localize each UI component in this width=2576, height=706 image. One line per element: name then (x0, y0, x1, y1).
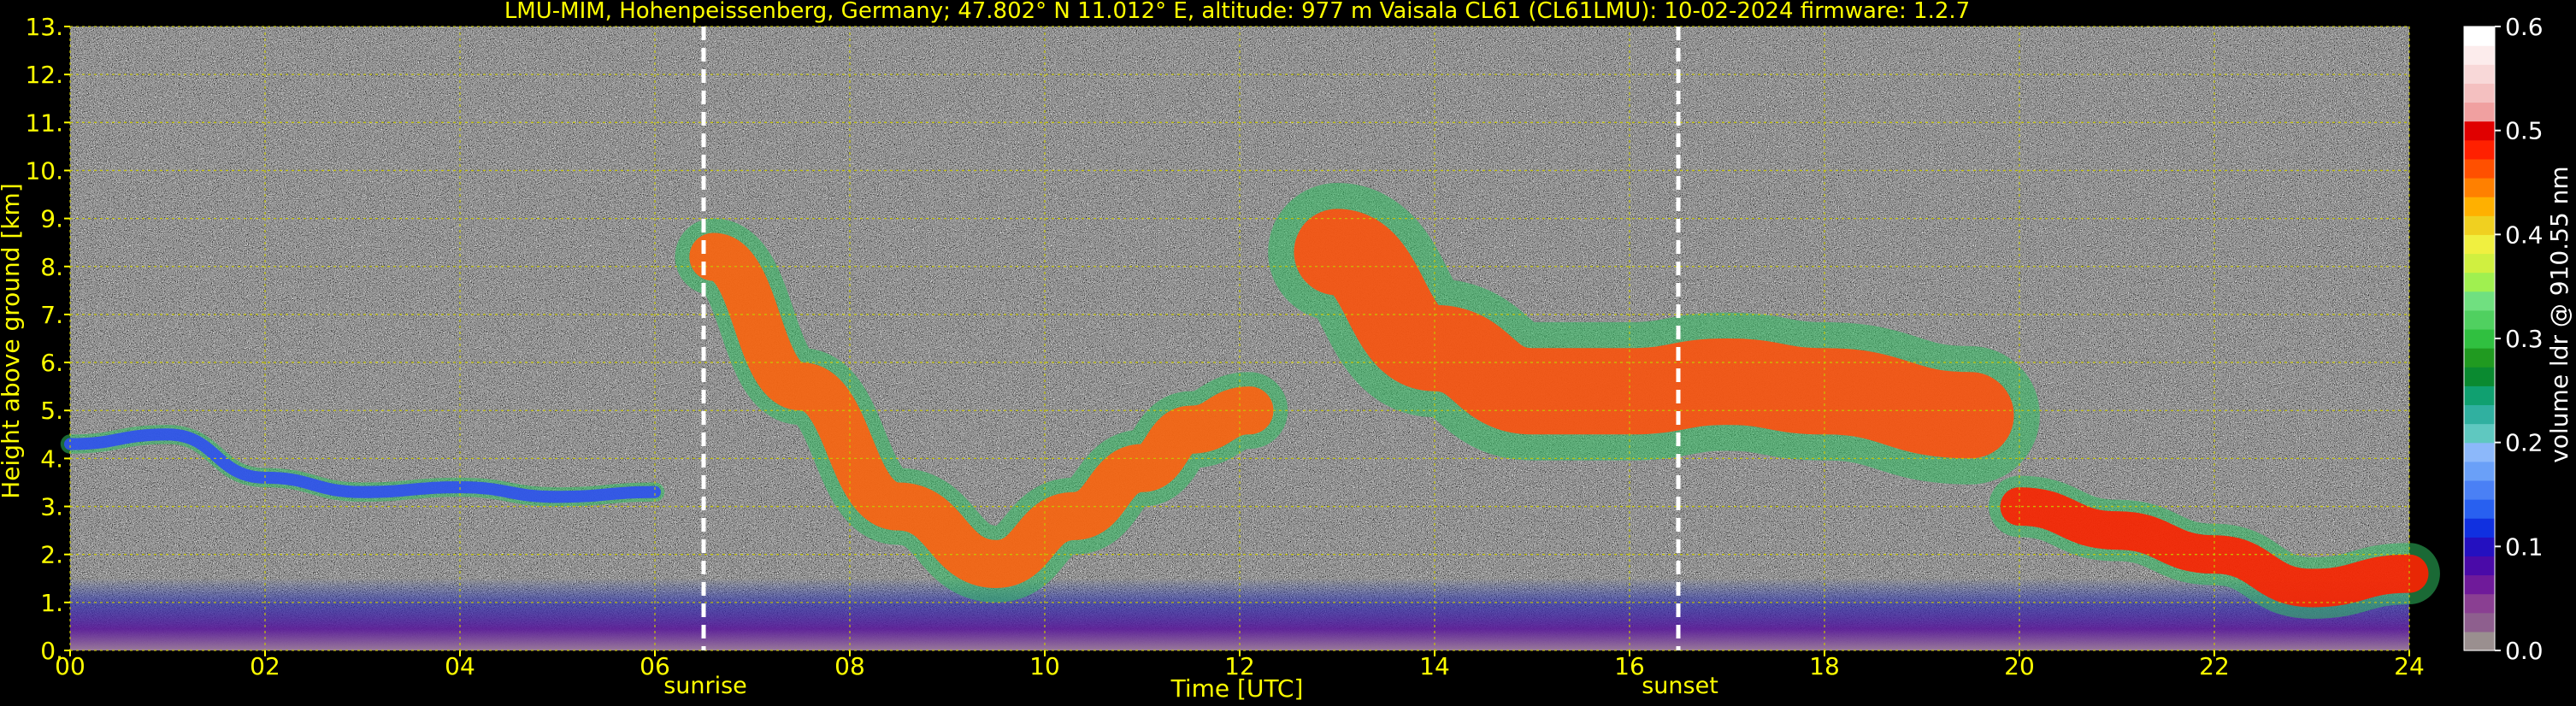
x-tick-label: 20 (2004, 652, 2035, 680)
colorbar-segment (2464, 367, 2495, 386)
colorbar-tick-label: 0.1 (2505, 532, 2544, 561)
colorbar-segment (2464, 593, 2495, 614)
colorbar-segment (2464, 556, 2495, 576)
colorbar-segment (2464, 385, 2495, 406)
colorbar-segment (2464, 479, 2495, 500)
x-tick-label: 16 (1614, 652, 1645, 680)
x-tick-label: 10 (1029, 652, 1060, 680)
colorbar-segment (2464, 348, 2495, 368)
y-axis-label: Height above ground [km] (0, 183, 25, 499)
y-tick-label: 3. (40, 493, 63, 521)
colorbar-segment (2464, 404, 2495, 425)
x-tick-label: 00 (55, 652, 85, 680)
x-tick-label: 12 (1224, 652, 1255, 680)
colorbar-segment (2464, 537, 2495, 556)
colorbar-segment (2464, 518, 2495, 538)
x-tick-label: 06 (640, 652, 670, 680)
x-tick-label: 24 (2394, 652, 2425, 680)
colorbar-segment (2464, 26, 2495, 46)
colorbar-tick-label: 0.3 (2505, 325, 2544, 353)
chart-title: LMU-MIM, Hohenpeissenberg, Germany; 47.8… (504, 0, 1970, 24)
feature-0 (63, 428, 662, 503)
colorbar-segment (2464, 309, 2495, 330)
colorbar-segment (2464, 234, 2495, 255)
x-tick-label: 08 (834, 652, 865, 680)
plot-area: sunrise sunset (60, 26, 2440, 699)
feature-1 (689, 232, 1274, 588)
colorbar-segment (2464, 83, 2495, 103)
sunrise-label: sunrise (663, 673, 747, 699)
x-tick-label: 14 (1419, 652, 1450, 680)
colorbar-segment (2464, 253, 2495, 274)
colorbar-segment (2464, 177, 2495, 197)
colorbar-label: volume ldr @ 910.55 nm (2545, 166, 2573, 462)
colorbar-segment (2464, 631, 2495, 651)
colorbar-segment (2464, 499, 2495, 519)
y-axis-ticks: 0. 1. 2. 3. 4. 5. 6. 7. 8. 9. 10. 11. 12. 13. (25, 13, 70, 665)
x-tick-label: 02 (250, 652, 280, 680)
y-tick-label: 9. (40, 205, 63, 233)
colorbar-tick-label: 0.4 (2505, 221, 2544, 249)
colorbar-segment (2464, 45, 2495, 65)
x-tick-label: 18 (1809, 652, 1840, 680)
y-tick-label: 5. (40, 397, 63, 425)
colorbar-segment (2464, 102, 2495, 122)
colorbar-segment (2464, 423, 2495, 444)
sun-event-lines: sunrise sunset (663, 26, 1718, 699)
colorbar-segment (2464, 215, 2495, 235)
y-tick-label: 13. (25, 13, 63, 41)
colorbar-segment (2464, 328, 2495, 349)
colorbar-segment (2464, 197, 2495, 216)
colorbar-segment (2464, 612, 2495, 632)
colorbar-tick-label: 0.0 (2505, 637, 2544, 665)
colorbar-tick-label: 0.5 (2505, 117, 2544, 145)
y-tick-label: 1. (40, 589, 63, 617)
colorbar-tick-label: 0.6 (2505, 13, 2544, 41)
y-tick-label: 10. (25, 156, 63, 185)
y-tick-label: 0. (40, 637, 63, 665)
y-tick-label: 4. (40, 444, 63, 473)
colorbar-segment (2464, 64, 2495, 84)
colorbar: 0.0 0.1 0.2 0.3 0.4 0.5 0.6 (2463, 13, 2544, 665)
y-tick-label: 11. (25, 109, 63, 137)
sunset-label: sunset (1642, 673, 1718, 699)
y-tick-label: 6. (40, 349, 63, 377)
colorbar-tick-label: 0.2 (2505, 429, 2544, 457)
y-tick-label: 8. (40, 253, 63, 281)
x-axis-ticks: 00 02 04 06 08 10 12 14 16 18 20 22 24 (55, 650, 2425, 680)
colorbar-segment (2464, 291, 2495, 311)
y-tick-label: 12. (25, 61, 63, 89)
colorbar-segment (2464, 158, 2495, 179)
colorbar-segment (2464, 461, 2495, 481)
y-tick-label: 2. (40, 541, 63, 569)
x-tick-label: 22 (2199, 652, 2230, 680)
colorbar-segment (2464, 121, 2495, 141)
feature-2 (1294, 209, 2014, 459)
colorbar-segment (2464, 574, 2495, 595)
colorbar-segment (2464, 272, 2495, 292)
x-axis-label: Time [UTC] (1170, 674, 1304, 703)
y-tick-label: 7. (40, 301, 63, 329)
colorbar-segment (2464, 139, 2495, 160)
x-tick-label: 04 (445, 652, 475, 680)
colorbar-segment (2464, 442, 2495, 462)
